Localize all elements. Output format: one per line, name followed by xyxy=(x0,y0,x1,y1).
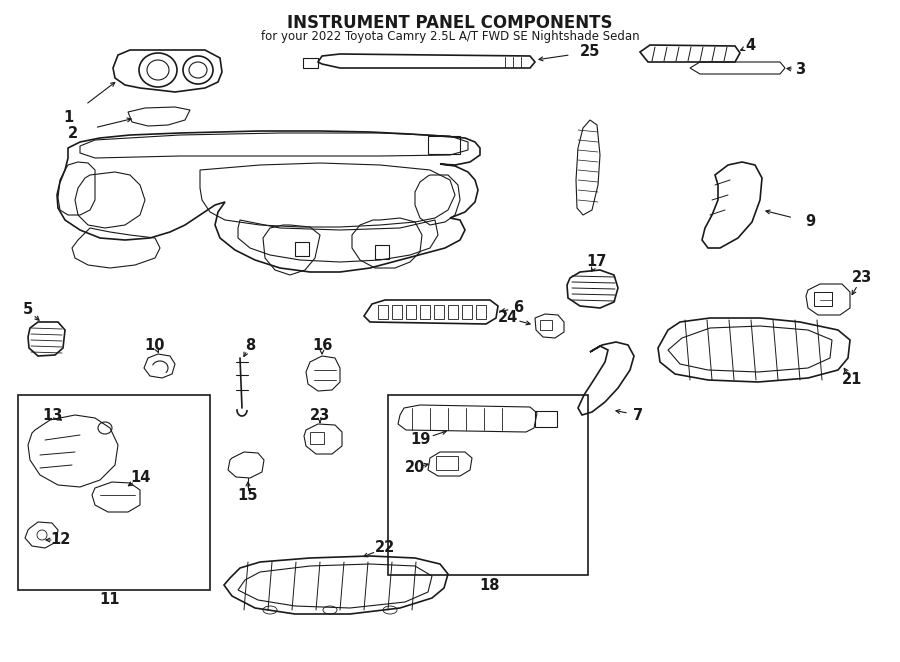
Text: 9: 9 xyxy=(805,214,815,230)
Bar xyxy=(535,411,557,427)
Bar xyxy=(375,245,389,259)
Text: 1: 1 xyxy=(63,111,73,126)
Text: 8: 8 xyxy=(245,338,255,352)
Bar xyxy=(540,320,552,330)
Text: 11: 11 xyxy=(100,592,121,608)
Text: 17: 17 xyxy=(586,254,607,269)
Text: INSTRUMENT PANEL COMPONENTS: INSTRUMENT PANEL COMPONENTS xyxy=(287,14,613,32)
Bar xyxy=(303,58,318,68)
Bar xyxy=(392,305,402,319)
Bar xyxy=(378,305,388,319)
Bar xyxy=(388,395,588,575)
Bar xyxy=(310,432,324,444)
Text: 3: 3 xyxy=(795,62,806,77)
Text: for your 2022 Toyota Camry 2.5L A/T FWD SE Nightshade Sedan: for your 2022 Toyota Camry 2.5L A/T FWD … xyxy=(261,30,639,43)
Text: 5: 5 xyxy=(22,303,33,318)
Bar xyxy=(406,305,416,319)
Text: 23: 23 xyxy=(852,271,872,285)
Text: 18: 18 xyxy=(480,577,500,592)
Text: 6: 6 xyxy=(513,301,523,316)
Text: 24: 24 xyxy=(498,310,518,326)
Bar xyxy=(434,305,444,319)
Text: 7: 7 xyxy=(633,408,643,422)
Text: 19: 19 xyxy=(410,432,430,448)
Bar xyxy=(428,136,460,154)
Text: 22: 22 xyxy=(375,540,395,555)
Text: 13: 13 xyxy=(41,408,62,422)
Bar xyxy=(814,292,832,306)
Bar xyxy=(448,305,458,319)
Text: 16: 16 xyxy=(311,338,332,352)
Text: 12: 12 xyxy=(50,532,70,547)
Text: 21: 21 xyxy=(842,373,862,387)
Bar xyxy=(295,242,309,256)
Text: 4: 4 xyxy=(745,38,755,54)
Text: 2: 2 xyxy=(68,126,78,140)
Text: 10: 10 xyxy=(145,338,166,352)
Text: 23: 23 xyxy=(310,408,330,424)
Text: 15: 15 xyxy=(238,489,258,504)
Bar xyxy=(18,395,210,590)
Bar xyxy=(420,305,430,319)
Text: 14: 14 xyxy=(130,471,150,485)
Bar xyxy=(436,456,458,470)
Bar xyxy=(462,305,472,319)
Bar xyxy=(476,305,486,319)
Text: 25: 25 xyxy=(580,44,600,60)
Text: 20: 20 xyxy=(405,461,425,475)
